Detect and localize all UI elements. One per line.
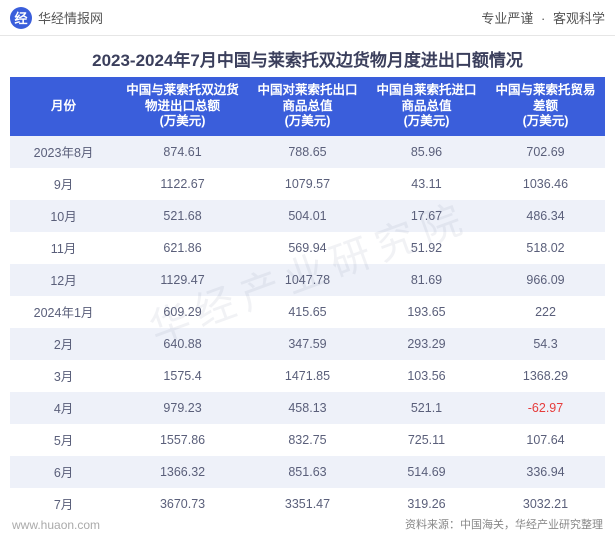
table-cell: 2024年1月 — [10, 296, 117, 328]
table-row: 6月1366.32851.63514.69336.94 — [10, 456, 605, 488]
table-cell: 3351.47 — [248, 488, 367, 520]
table-cell: 4月 — [10, 392, 117, 424]
table-cell: 193.65 — [367, 296, 486, 328]
table-cell: 103.56 — [367, 360, 486, 392]
table-cell: 569.94 — [248, 232, 367, 264]
table-cell: 874.61 — [117, 136, 248, 168]
table-row: 2024年1月609.29415.65193.65222 — [10, 296, 605, 328]
table-cell: 504.01 — [248, 200, 367, 232]
table-cell: 486.34 — [486, 200, 605, 232]
table-row: 10月521.68504.0117.67486.34 — [10, 200, 605, 232]
table-cell: 725.11 — [367, 424, 486, 456]
table-cell: 979.23 — [117, 392, 248, 424]
table-col-4: 中国与莱索托贸易差额(万美元) — [486, 77, 605, 136]
slogan-sep: · — [541, 11, 545, 26]
table-col-3: 中国自莱索托进口商品总值(万美元) — [367, 77, 486, 136]
table-row: 12月1129.471047.7881.69966.09 — [10, 264, 605, 296]
table-cell: 54.3 — [486, 328, 605, 360]
table-cell: 514.69 — [367, 456, 486, 488]
table-wrap: 月份中国与莱索托双边货物进出口总额(万美元)中国对莱索托出口商品总值(万美元)中… — [0, 77, 615, 520]
table-cell: 81.69 — [367, 264, 486, 296]
topbar-right: 专业严谨 · 客观科学 — [477, 8, 605, 27]
table-header-row: 月份中国与莱索托双边货物进出口总额(万美元)中国对莱索托出口商品总值(万美元)中… — [10, 77, 605, 136]
table-cell: 851.63 — [248, 456, 367, 488]
chart-title: 2023-2024年7月中国与莱索托双边货物月度进出口额情况 — [0, 36, 615, 77]
table-cell: 293.29 — [367, 328, 486, 360]
table-cell: 3670.73 — [117, 488, 248, 520]
table-cell: 609.29 — [117, 296, 248, 328]
table-cell: 621.86 — [117, 232, 248, 264]
table-cell: 518.02 — [486, 232, 605, 264]
table-cell: 12月 — [10, 264, 117, 296]
table-cell: 7月 — [10, 488, 117, 520]
table-cell: 2023年8月 — [10, 136, 117, 168]
table-body: 2023年8月874.61788.6585.96702.699月1122.671… — [10, 136, 605, 520]
table-row: 3月1575.41471.85103.561368.29 — [10, 360, 605, 392]
table-cell: 9月 — [10, 168, 117, 200]
table-cell: -62.97 — [486, 392, 605, 424]
table-row: 9月1122.671079.5743.111036.46 — [10, 168, 605, 200]
table-cell: 3月 — [10, 360, 117, 392]
table-col-2: 中国对莱索托出口商品总值(万美元) — [248, 77, 367, 136]
slogan-b: 客观科学 — [553, 11, 605, 26]
table-cell: 11月 — [10, 232, 117, 264]
table-cell: 43.11 — [367, 168, 486, 200]
table-cell: 1079.57 — [248, 168, 367, 200]
table-row: 2月640.88347.59293.2954.3 — [10, 328, 605, 360]
table-cell: 1122.67 — [117, 168, 248, 200]
brand-text: 华经情报网 — [38, 8, 103, 27]
table-cell: 1036.46 — [486, 168, 605, 200]
table-cell: 521.1 — [367, 392, 486, 424]
table-cell: 1047.78 — [248, 264, 367, 296]
table-row: 4月979.23458.13521.1-62.97 — [10, 392, 605, 424]
table-cell: 1129.47 — [117, 264, 248, 296]
table-cell: 17.67 — [367, 200, 486, 232]
brand: 经 华经情报网 — [10, 7, 103, 29]
table-col-1: 中国与莱索托双边货物进出口总额(万美元) — [117, 77, 248, 136]
table-cell: 6月 — [10, 456, 117, 488]
table-cell: 1557.86 — [117, 424, 248, 456]
table-cell: 51.92 — [367, 232, 486, 264]
footer-right: 资料来源：中国海关，华经产业研究整理 — [405, 516, 603, 532]
brand-icon: 经 — [10, 7, 32, 29]
table-cell: 521.68 — [117, 200, 248, 232]
table-cell: 347.59 — [248, 328, 367, 360]
table-cell: 966.09 — [486, 264, 605, 296]
table-cell: 1366.32 — [117, 456, 248, 488]
table-cell: 1471.85 — [248, 360, 367, 392]
table-row: 11月621.86569.9451.92518.02 — [10, 232, 605, 264]
table-row: 5月1557.86832.75725.11107.64 — [10, 424, 605, 456]
data-table: 月份中国与莱索托双边货物进出口总额(万美元)中国对莱索托出口商品总值(万美元)中… — [10, 77, 605, 520]
slogan-a: 专业严谨 — [481, 11, 533, 26]
table-cell: 10月 — [10, 200, 117, 232]
topbar: 经 华经情报网 专业严谨 · 客观科学 — [0, 0, 615, 36]
table-cell: 1575.4 — [117, 360, 248, 392]
table-cell: 2月 — [10, 328, 117, 360]
footer-left: www.huaon.com — [12, 518, 100, 532]
table-cell: 415.65 — [248, 296, 367, 328]
table-col-0: 月份 — [10, 77, 117, 136]
table-cell: 85.96 — [367, 136, 486, 168]
table-cell: 336.94 — [486, 456, 605, 488]
table-cell: 222 — [486, 296, 605, 328]
table-row: 2023年8月874.61788.6585.96702.69 — [10, 136, 605, 168]
table-cell: 702.69 — [486, 136, 605, 168]
table-cell: 1368.29 — [486, 360, 605, 392]
table-cell: 640.88 — [117, 328, 248, 360]
table-cell: 832.75 — [248, 424, 367, 456]
table-cell: 458.13 — [248, 392, 367, 424]
table-cell: 788.65 — [248, 136, 367, 168]
table-cell: 5月 — [10, 424, 117, 456]
table-cell: 107.64 — [486, 424, 605, 456]
